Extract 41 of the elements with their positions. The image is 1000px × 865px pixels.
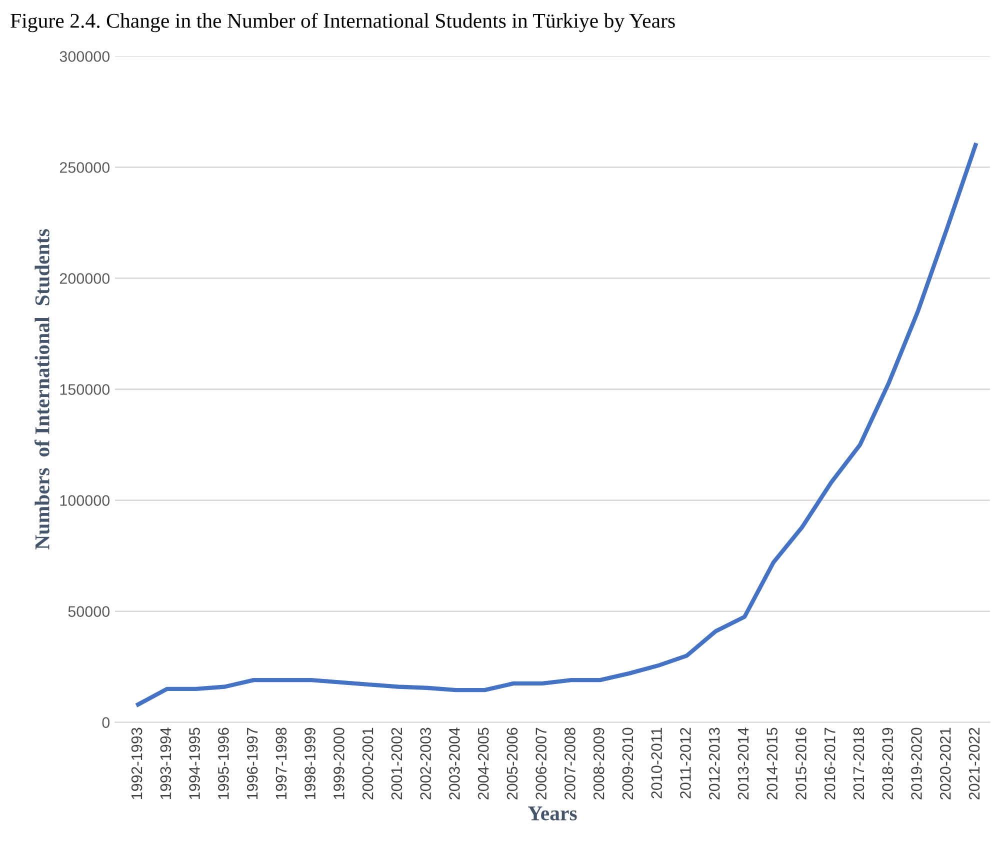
x-tick-label: 2012-2013 <box>708 728 720 800</box>
x-tick-label: 1994-1995 <box>189 728 200 800</box>
x-tick-label: 2016-2017 <box>824 728 836 800</box>
x-tick-label: 2015-2016 <box>796 728 806 800</box>
x-tick-label: 2010-2011 <box>651 728 662 798</box>
chart-title: Figure 2.4. Change in the Number of International Students in Türkiye by Years <box>10 12 675 32</box>
x-tick-label: 2019-2020 <box>911 728 922 800</box>
y-tick-label: 250000 <box>60 162 110 173</box>
x-tick-label: 1996-1997 <box>246 728 258 800</box>
y-tick-label: 300000 <box>60 51 110 62</box>
x-tick-label: 2000-2001 <box>362 728 374 800</box>
y-axis-title: Numbers of International Students <box>34 229 50 550</box>
x-tick-label: 2001-2002 <box>391 728 402 800</box>
x-tick-label: 1999-2000 <box>334 728 344 800</box>
y-tick-label: 0 <box>102 717 110 728</box>
x-tick-label: 2008-2009 <box>593 728 604 800</box>
x-tick-label: 1997-1998 <box>276 728 287 800</box>
x-tick-label: 1992-1993 <box>131 728 142 800</box>
x-tick-label: 2003-2004 <box>449 728 460 800</box>
x-tick-label: 2021-2022 <box>968 728 980 800</box>
x-tick-label: 2011-2012 <box>680 728 691 798</box>
x-tick-label: 2002-2003 <box>420 728 431 800</box>
line-series <box>136 142 978 707</box>
x-tick-label: 2014-2015 <box>766 728 778 800</box>
x-tick-label: 2018-2019 <box>882 728 894 800</box>
x-tick-label: 2020-2021 <box>940 728 951 800</box>
x-tick-label: 1993-1994 <box>160 728 172 800</box>
x-tick-label: 2009-2010 <box>622 728 634 800</box>
x-tick-label: 2004-2005 <box>478 728 489 800</box>
y-tick-label: 200000 <box>60 273 110 284</box>
y-tick-label: 50000 <box>68 606 110 617</box>
x-tick-label: 2007-2008 <box>564 728 576 800</box>
y-tick-label: 150000 <box>60 384 110 395</box>
x-tick-label: 2005-2006 <box>506 728 518 800</box>
y-tick-label: 100000 <box>60 495 110 506</box>
x-tick-label: 2013-2014 <box>738 728 749 800</box>
x-tick-label: 1998-1999 <box>304 728 316 800</box>
x-tick-label: 2006-2007 <box>536 728 546 800</box>
x-axis-title: Years <box>528 806 577 820</box>
x-tick-label: 1995-1996 <box>218 728 229 800</box>
x-tick-label: 2017-2018 <box>853 728 864 800</box>
